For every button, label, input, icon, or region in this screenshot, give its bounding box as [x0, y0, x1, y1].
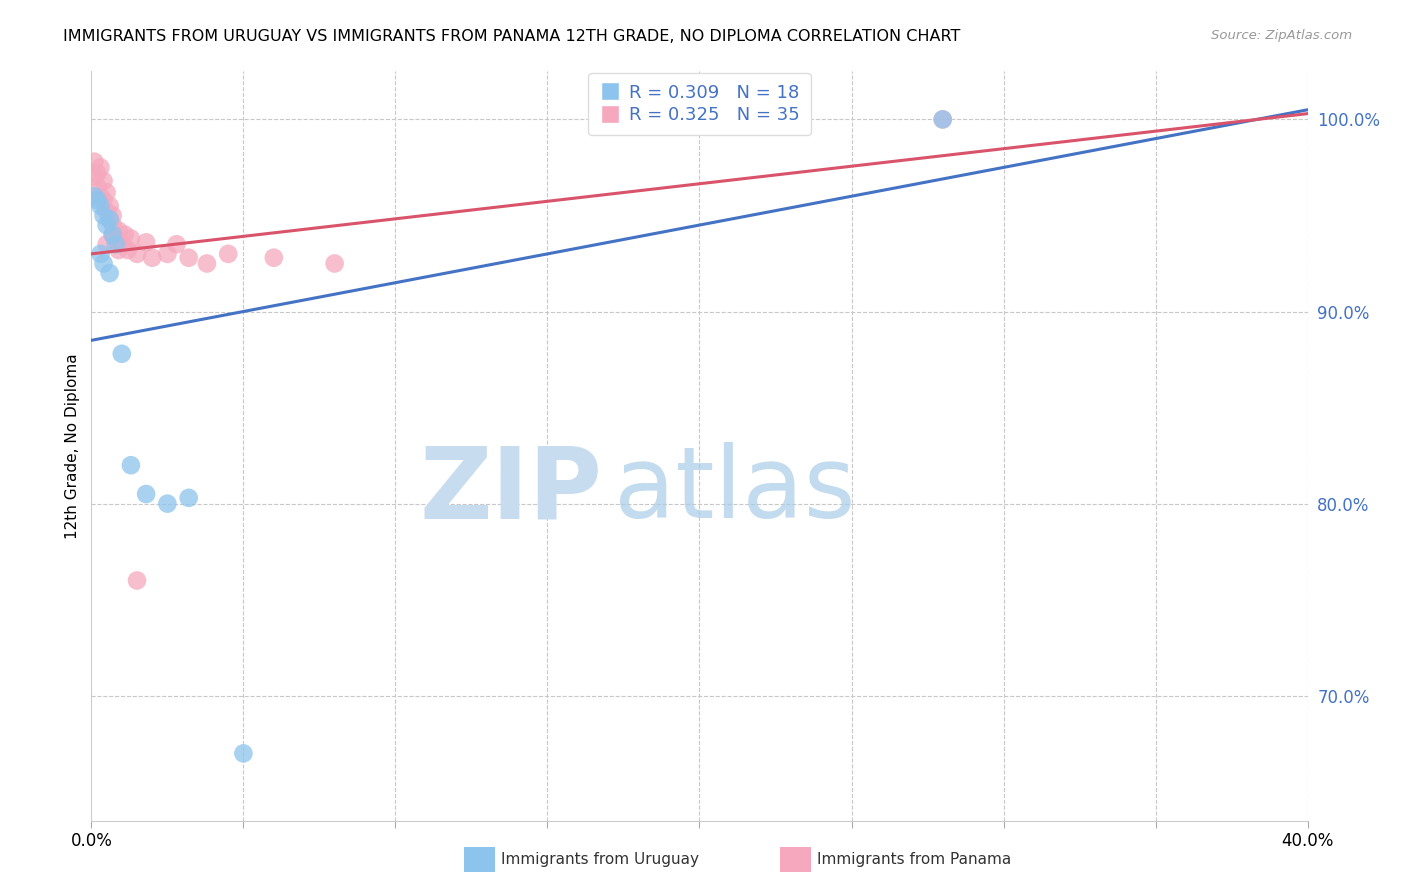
Point: [120, 458, 142, 473]
Y-axis label: 12th Grade, No Diploma: 12th Grade, No Diploma: [65, 353, 80, 539]
Point: [98, 212, 121, 227]
Point: [135, 235, 157, 250]
Point: [98, 199, 121, 213]
Point: [96, 186, 118, 200]
Point: [107, 224, 129, 238]
Point: [101, 209, 124, 223]
Point: [117, 243, 139, 257]
Point: [931, 112, 953, 127]
Point: [101, 218, 124, 232]
Point: [96, 218, 118, 232]
Point: [263, 251, 285, 265]
Text: Source: ZipAtlas.com: Source: ZipAtlas.com: [1212, 29, 1353, 42]
Point: [120, 231, 142, 245]
Text: IMMIGRANTS FROM URUGUAY VS IMMIGRANTS FROM PANAMA 12TH GRADE, NO DIPLOMA CORRELA: IMMIGRANTS FROM URUGUAY VS IMMIGRANTS FR…: [63, 29, 960, 44]
Point: [104, 237, 127, 252]
Point: [323, 256, 346, 270]
Point: [232, 747, 254, 761]
Point: [89, 247, 111, 261]
Text: Immigrants from Panama: Immigrants from Panama: [817, 853, 1011, 867]
Point: [931, 112, 953, 127]
Point: [89, 199, 111, 213]
Point: [98, 266, 121, 280]
Legend: R = 0.309   N = 18, R = 0.325   N = 35: R = 0.309 N = 18, R = 0.325 N = 35: [588, 73, 811, 135]
Point: [83, 154, 105, 169]
Point: [101, 227, 124, 242]
Text: ZIP: ZIP: [419, 442, 602, 540]
Point: [111, 237, 134, 252]
Point: [83, 189, 105, 203]
Point: [93, 209, 115, 223]
Point: [217, 247, 239, 261]
Point: [156, 247, 179, 261]
Point: [125, 247, 148, 261]
Point: [86, 193, 108, 207]
Point: [89, 189, 111, 203]
Point: [93, 174, 115, 188]
Point: [98, 212, 121, 227]
Text: atlas: atlas: [614, 442, 856, 540]
Text: Immigrants from Uruguay: Immigrants from Uruguay: [501, 853, 699, 867]
Point: [125, 574, 148, 588]
Point: [96, 237, 118, 252]
Point: [104, 231, 127, 245]
Point: [86, 166, 108, 180]
Point: [177, 491, 200, 505]
Point: [83, 169, 105, 184]
Point: [107, 243, 129, 257]
Point: [86, 179, 108, 194]
Point: [111, 347, 134, 361]
Point: [93, 193, 115, 207]
Point: [93, 256, 115, 270]
Point: [156, 497, 179, 511]
Point: [177, 251, 200, 265]
Point: [114, 227, 136, 242]
Point: [141, 251, 163, 265]
Point: [195, 256, 218, 270]
Point: [96, 204, 118, 219]
Point: [89, 161, 111, 175]
Point: [101, 227, 124, 242]
Point: [166, 237, 188, 252]
Point: [135, 487, 157, 501]
